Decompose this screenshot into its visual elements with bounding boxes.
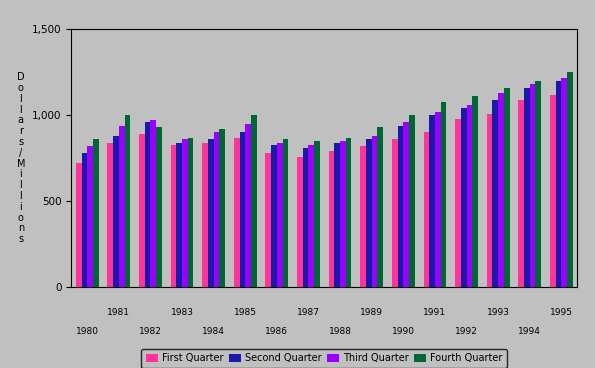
Text: D
o
l
l
a
r
s
/
M
i
l
l
i
o
n
s: D o l l a r s / M i l l i o n s: [17, 72, 25, 244]
Bar: [435, 112, 440, 287]
Bar: [455, 119, 461, 287]
Bar: [108, 143, 113, 287]
Bar: [424, 132, 429, 287]
Text: 1986: 1986: [265, 327, 289, 336]
Text: 1993: 1993: [487, 308, 510, 316]
Bar: [145, 122, 151, 287]
Bar: [124, 115, 130, 287]
Bar: [328, 151, 334, 287]
Text: 1992: 1992: [455, 327, 478, 336]
Bar: [220, 129, 225, 287]
Bar: [265, 153, 271, 287]
Bar: [82, 153, 87, 287]
Text: 1984: 1984: [202, 327, 225, 336]
Bar: [156, 127, 162, 287]
Bar: [472, 96, 478, 287]
Bar: [346, 138, 352, 287]
Bar: [361, 146, 366, 287]
Bar: [240, 132, 245, 287]
Bar: [466, 105, 472, 287]
Bar: [297, 156, 303, 287]
Bar: [176, 143, 182, 287]
Bar: [504, 88, 509, 287]
Bar: [182, 139, 187, 287]
Text: 1985: 1985: [234, 308, 257, 316]
Bar: [245, 124, 251, 287]
Bar: [440, 102, 446, 287]
Bar: [530, 84, 536, 287]
Bar: [518, 100, 524, 287]
Bar: [561, 78, 567, 287]
Bar: [493, 100, 498, 287]
Bar: [171, 145, 176, 287]
Bar: [151, 120, 156, 287]
Bar: [76, 163, 82, 287]
Text: 1995: 1995: [550, 308, 573, 316]
Legend: First Quarter, Second Quarter, Third Quarter, Fourth Quarter: First Quarter, Second Quarter, Third Qua…: [142, 348, 507, 368]
Bar: [461, 109, 466, 287]
Bar: [372, 136, 377, 287]
Bar: [251, 115, 256, 287]
Bar: [308, 145, 314, 287]
Bar: [188, 138, 193, 287]
Text: 1991: 1991: [424, 308, 446, 316]
Bar: [567, 72, 573, 287]
Bar: [283, 139, 288, 287]
Text: 1983: 1983: [171, 308, 193, 316]
Bar: [536, 81, 541, 287]
Bar: [397, 125, 403, 287]
Bar: [366, 139, 372, 287]
Text: 1980: 1980: [76, 327, 99, 336]
Bar: [87, 146, 93, 287]
Bar: [498, 93, 504, 287]
Bar: [340, 141, 346, 287]
Bar: [377, 127, 383, 287]
Bar: [403, 122, 409, 287]
Bar: [550, 95, 556, 287]
Text: 1988: 1988: [328, 327, 352, 336]
Bar: [271, 145, 277, 287]
Text: 1987: 1987: [297, 308, 320, 316]
Bar: [429, 115, 435, 287]
Bar: [303, 148, 308, 287]
Bar: [113, 136, 119, 287]
Bar: [487, 114, 493, 287]
Bar: [334, 143, 340, 287]
Bar: [234, 138, 240, 287]
Text: 1994: 1994: [518, 327, 541, 336]
Bar: [214, 132, 220, 287]
Text: 1990: 1990: [392, 327, 415, 336]
Bar: [277, 143, 283, 287]
Text: 1989: 1989: [360, 308, 383, 316]
Text: 1982: 1982: [139, 327, 162, 336]
Bar: [119, 125, 124, 287]
Bar: [524, 88, 530, 287]
Bar: [409, 115, 415, 287]
Bar: [202, 143, 208, 287]
Bar: [93, 139, 99, 287]
Bar: [314, 141, 320, 287]
Bar: [208, 139, 214, 287]
Bar: [139, 134, 145, 287]
Text: 1981: 1981: [107, 308, 130, 316]
Bar: [556, 81, 561, 287]
Bar: [392, 139, 397, 287]
